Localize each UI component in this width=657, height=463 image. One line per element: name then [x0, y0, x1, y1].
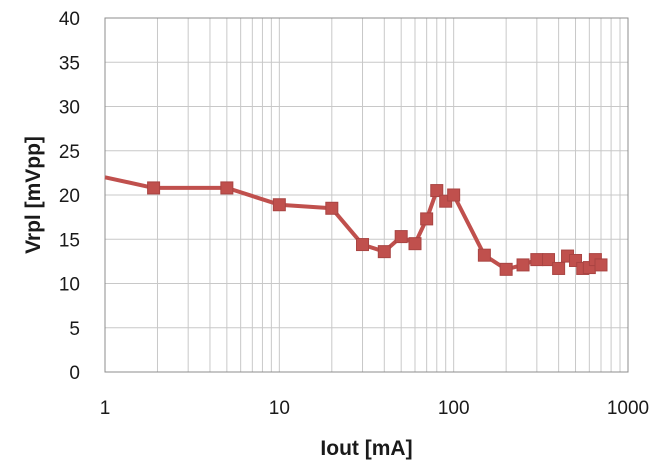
data-point-marker [408, 237, 422, 251]
data-point-marker [325, 201, 339, 215]
y-tick-label: 40 [59, 9, 80, 30]
y-tick-label: 5 [69, 319, 80, 340]
data-point-marker [516, 258, 530, 272]
plot-area [104, 17, 629, 373]
data-point-marker [430, 184, 444, 198]
data-point-marker [477, 248, 491, 262]
y-axis-title: Vrpl [mVpp] [22, 136, 45, 254]
data-series [104, 175, 608, 276]
y-tick-label: 35 [59, 53, 80, 74]
y-tick-label: 25 [59, 142, 80, 163]
data-point-marker [594, 258, 608, 272]
series-line [104, 175, 603, 272]
data-point-marker [499, 262, 513, 276]
x-tick-label: 1 [100, 398, 111, 419]
data-point-marker [552, 261, 566, 275]
data-point-marker [542, 253, 556, 267]
grid [104, 17, 628, 373]
y-tick-label: 15 [59, 230, 80, 251]
data-point-marker [147, 181, 161, 195]
data-point-marker [272, 198, 286, 212]
x-tick-label: 10 [269, 398, 290, 419]
data-point-marker [420, 212, 434, 226]
x-axis-title: Iout [mA] [320, 437, 412, 460]
data-point-marker [530, 253, 544, 267]
y-tick-label: 30 [59, 98, 80, 119]
data-point-marker [377, 245, 391, 259]
x-tick-label: 1000 [607, 398, 649, 419]
data-point-marker [447, 188, 461, 202]
y-tick-label: 10 [59, 275, 80, 296]
data-point-marker [356, 238, 370, 252]
data-point-marker [394, 230, 408, 244]
y-tick-label: 20 [59, 186, 80, 207]
data-point-marker [220, 181, 234, 195]
y-tick-label: 0 [69, 363, 80, 384]
tick-labels: 0 5 10 15 20 25 30 35 40 1 10 100 1000 [59, 9, 649, 419]
x-tick-label: 100 [438, 398, 470, 419]
